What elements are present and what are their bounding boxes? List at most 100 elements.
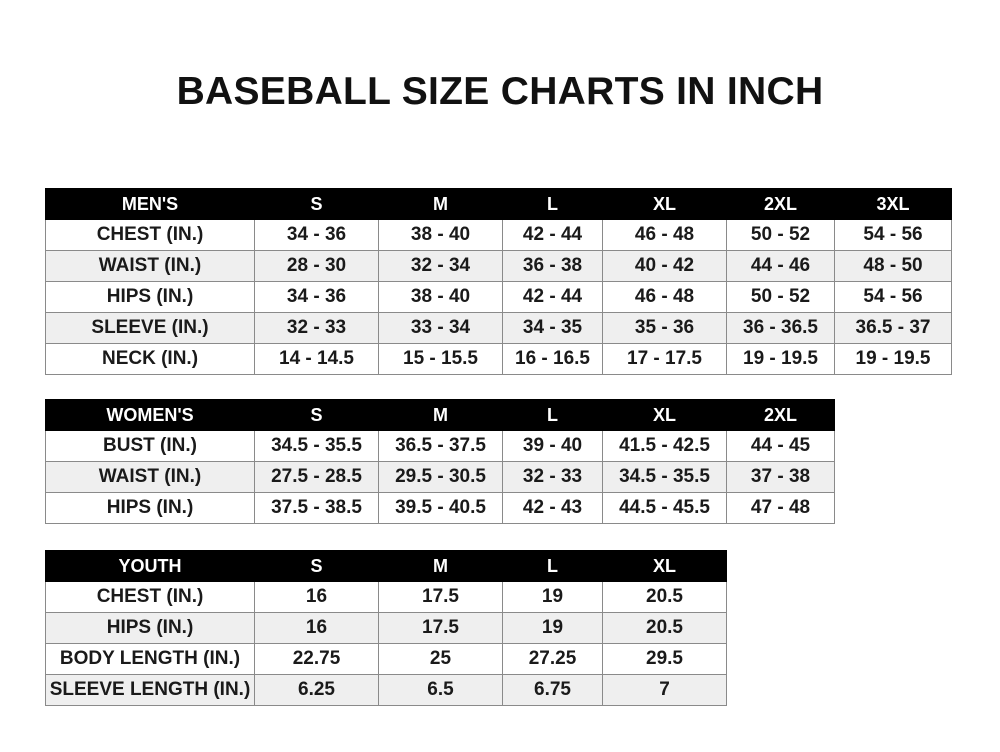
size-value: 16 — [254, 581, 379, 613]
table-row: HIPS (IN.) 16 17.5 19 20.5 — [45, 612, 727, 644]
size-value: 34 - 36 — [254, 281, 379, 313]
header-row: YOUTH S M L XL — [45, 550, 727, 582]
size-header: M — [378, 399, 503, 431]
size-header: XL — [602, 550, 727, 582]
size-header: L — [502, 399, 603, 431]
size-value: 27.25 — [502, 643, 603, 675]
size-value: 34 - 36 — [254, 219, 379, 251]
category-header: MEN'S — [45, 188, 255, 220]
size-header: 3XL — [834, 188, 952, 220]
measurement-label: HIPS (IN.) — [45, 492, 255, 524]
size-value: 37 - 38 — [726, 461, 835, 493]
category-header: WOMEN'S — [45, 399, 255, 431]
size-value: 48 - 50 — [834, 250, 952, 282]
measurement-label: WAIST (IN.) — [45, 250, 255, 282]
size-header: 2XL — [726, 399, 835, 431]
measurement-label: NECK (IN.) — [45, 343, 255, 375]
size-value: 44 - 46 — [726, 250, 835, 282]
size-value: 36 - 36.5 — [726, 312, 835, 344]
size-value: 15 - 15.5 — [378, 343, 503, 375]
size-header: XL — [602, 188, 727, 220]
table-row: CHEST (IN.) 34 - 36 38 - 40 42 - 44 46 - 48 5… — [45, 219, 952, 251]
table-row: CHEST (IN.) 16 17.5 19 20.5 — [45, 581, 727, 613]
size-value: 54 - 56 — [834, 281, 952, 313]
size-value: 19 - 19.5 — [726, 343, 835, 375]
size-header: S — [254, 550, 379, 582]
size-value: 46 - 48 — [602, 219, 727, 251]
size-value: 7 — [602, 674, 727, 706]
size-header: S — [254, 399, 379, 431]
table-row: SLEEVE (IN.) 32 - 33 33 - 34 34 - 35 35 - 36… — [45, 312, 952, 344]
size-value: 42 - 44 — [502, 281, 603, 313]
size-value: 41.5 - 42.5 — [602, 430, 727, 462]
size-header: S — [254, 188, 379, 220]
size-value: 36.5 - 37.5 — [378, 430, 503, 462]
size-value: 32 - 34 — [378, 250, 503, 282]
table-row: BODY LENGTH (IN.) 22.75 25 27.25 29.5 — [45, 643, 727, 675]
size-value: 27.5 - 28.5 — [254, 461, 379, 493]
table-row: WAIST (IN.) 28 - 30 32 - 34 36 - 38 40 - 42 4… — [45, 250, 952, 282]
size-value: 42 - 44 — [502, 219, 603, 251]
size-value: 19 — [502, 581, 603, 613]
size-value: 34.5 - 35.5 — [602, 461, 727, 493]
size-value: 46 - 48 — [602, 281, 727, 313]
size-value: 38 - 40 — [378, 281, 503, 313]
table-row: HIPS (IN.) 37.5 - 38.5 39.5 - 40.5 42 - 43 4… — [45, 492, 835, 524]
table-row: BUST (IN.) 34.5 - 35.5 36.5 - 37.5 39 - 40 4… — [45, 430, 835, 462]
table-row: SLEEVE LENGTH (IN.) 6.25 6.5 6.75 7 — [45, 674, 727, 706]
size-header: M — [378, 550, 503, 582]
size-value: 25 — [378, 643, 503, 675]
size-header: L — [502, 550, 603, 582]
size-value: 29.5 — [602, 643, 727, 675]
size-value: 34.5 - 35.5 — [254, 430, 379, 462]
header-row: MEN'S S M L XL 2XL 3XL — [45, 188, 952, 220]
size-value: 50 - 52 — [726, 219, 835, 251]
size-value: 17.5 — [378, 612, 503, 644]
size-value: 17.5 — [378, 581, 503, 613]
youth-size-table: YOUTH S M L XL CHEST (IN.) 16 17.5 19 20.5 HIPS (I… — [45, 550, 727, 706]
size-value: 50 - 52 — [726, 281, 835, 313]
size-value: 20.5 — [602, 581, 727, 613]
measurement-label: WAIST (IN.) — [45, 461, 255, 493]
measurement-label: CHEST (IN.) — [45, 219, 255, 251]
size-value: 29.5 - 30.5 — [378, 461, 503, 493]
size-value: 36 - 38 — [502, 250, 603, 282]
header-row: WOMEN'S S M L XL 2XL — [45, 399, 835, 431]
size-header: XL — [602, 399, 727, 431]
size-value: 35 - 36 — [602, 312, 727, 344]
size-value: 40 - 42 — [602, 250, 727, 282]
womens-size-table: WOMEN'S S M L XL 2XL BUST (IN.) 34.5 - 35.5 36.5… — [45, 399, 835, 524]
measurement-label: SLEEVE LENGTH (IN.) — [45, 674, 255, 706]
measurement-label: BODY LENGTH (IN.) — [45, 643, 255, 675]
size-header: L — [502, 188, 603, 220]
table-row: HIPS (IN.) 34 - 36 38 - 40 42 - 44 46 - 48 50… — [45, 281, 952, 313]
size-value: 19 — [502, 612, 603, 644]
size-value: 20.5 — [602, 612, 727, 644]
size-value: 47 - 48 — [726, 492, 835, 524]
size-value: 54 - 56 — [834, 219, 952, 251]
measurement-label: CHEST (IN.) — [45, 581, 255, 613]
measurement-label: SLEEVE (IN.) — [45, 312, 255, 344]
category-header: YOUTH — [45, 550, 255, 582]
size-value: 37.5 - 38.5 — [254, 492, 379, 524]
size-value: 34 - 35 — [502, 312, 603, 344]
table-row: WAIST (IN.) 27.5 - 28.5 29.5 - 30.5 32 - 33… — [45, 461, 835, 493]
size-header: 2XL — [726, 188, 835, 220]
size-value: 6.5 — [378, 674, 503, 706]
size-value: 42 - 43 — [502, 492, 603, 524]
table-row: NECK (IN.) 14 - 14.5 15 - 15.5 16 - 16.5 17 … — [45, 343, 952, 375]
size-value: 32 - 33 — [502, 461, 603, 493]
size-value: 36.5 - 37 — [834, 312, 952, 344]
size-value: 14 - 14.5 — [254, 343, 379, 375]
size-value: 16 — [254, 612, 379, 644]
measurement-label: BUST (IN.) — [45, 430, 255, 462]
size-value: 39 - 40 — [502, 430, 603, 462]
measurement-label: HIPS (IN.) — [45, 281, 255, 313]
size-value: 6.75 — [502, 674, 603, 706]
size-value: 22.75 — [254, 643, 379, 675]
size-value: 16 - 16.5 — [502, 343, 603, 375]
size-value: 38 - 40 — [378, 219, 503, 251]
mens-size-table: MEN'S S M L XL 2XL 3XL CHEST (IN.) 34 - 36 38 - 4… — [45, 188, 952, 375]
size-value: 44.5 - 45.5 — [602, 492, 727, 524]
size-value: 6.25 — [254, 674, 379, 706]
